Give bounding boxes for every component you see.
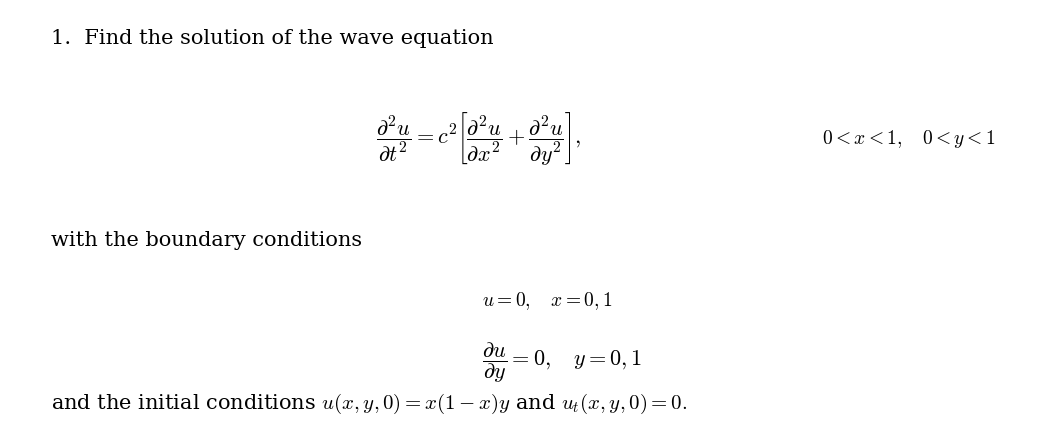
Text: $0 < x < 1, \quad 0 < y < 1$: $0 < x < 1, \quad 0 < y < 1$ — [822, 128, 995, 150]
Text: $\dfrac{\partial u}{\partial y} = 0, \quad y = 0, 1$: $\dfrac{\partial u}{\partial y} = 0, \qu… — [482, 341, 642, 385]
Text: $u = 0, \quad x = 0, 1$: $u = 0, \quad x = 0, 1$ — [482, 290, 613, 312]
Text: and the initial conditions $u(x, y, 0) = x(1 - x)y$ and $u_t(x, y, 0) = 0.$: and the initial conditions $u(x, y, 0) =… — [51, 392, 687, 416]
Text: $\dfrac{\partial^2 u}{\partial t^2} = c^2 \left[\dfrac{\partial^2 u}{\partial x^: $\dfrac{\partial^2 u}{\partial t^2} = c^… — [376, 110, 581, 167]
Text: 1.  Find the solution of the wave equation: 1. Find the solution of the wave equatio… — [51, 29, 494, 48]
Text: with the boundary conditions: with the boundary conditions — [51, 231, 363, 250]
